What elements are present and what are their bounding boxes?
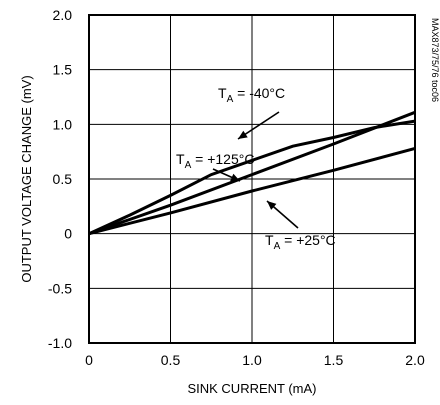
y-tick-label: -0.5 xyxy=(48,280,72,296)
series-label: TA = -40°C xyxy=(218,85,285,105)
y-tick-label: 0 xyxy=(64,226,72,242)
series-line-0 xyxy=(88,119,416,236)
grid xyxy=(88,14,416,344)
x-tick-label: 0 xyxy=(85,352,93,368)
series-annotation-2: TA = +25°C xyxy=(265,200,336,252)
series-label: TA = +25°C xyxy=(265,232,336,252)
y-tick-label: -1.0 xyxy=(48,335,72,351)
arrow-head xyxy=(267,201,277,210)
x-axis-title: SINK CURRENT (mA) xyxy=(187,381,316,396)
series-label: TA = +125°C xyxy=(176,151,254,171)
series-annotation-0: TA = -40°C xyxy=(218,85,285,140)
series-annotation-1: TA = +125°C xyxy=(176,151,254,182)
plot-frame xyxy=(88,14,416,344)
series-line-2 xyxy=(88,146,416,236)
y-tick-label: 2.0 xyxy=(53,7,73,23)
x-tick-label: 1.5 xyxy=(324,352,344,368)
y-tick-label: 1.5 xyxy=(53,62,73,78)
series-lines xyxy=(88,110,416,236)
x-tick-label: 1.0 xyxy=(242,352,262,368)
x-tick-label: 2.0 xyxy=(405,352,425,368)
y-tick-label: 0.5 xyxy=(53,171,73,187)
y-tick-label: 1.0 xyxy=(53,116,73,132)
series-line-1 xyxy=(88,110,416,236)
arrow-head xyxy=(230,173,240,181)
x-tick-label: 0.5 xyxy=(161,352,181,368)
figure-code: MAX873/75/76 toc06 xyxy=(430,18,440,102)
y-axis-title: OUTPUT VOLTAGE CHANGE (mV) xyxy=(19,75,34,282)
x-tick-labels: 0 0.5 1.0 1.5 2.0 xyxy=(85,352,425,368)
series-annotations: TA = -40°C TA = +125°C TA = +25°C xyxy=(176,85,336,252)
y-tick-labels: 2.0 1.5 1.0 0.5 0 -0.5 -1.0 xyxy=(48,7,72,351)
arrow-head xyxy=(238,130,248,139)
